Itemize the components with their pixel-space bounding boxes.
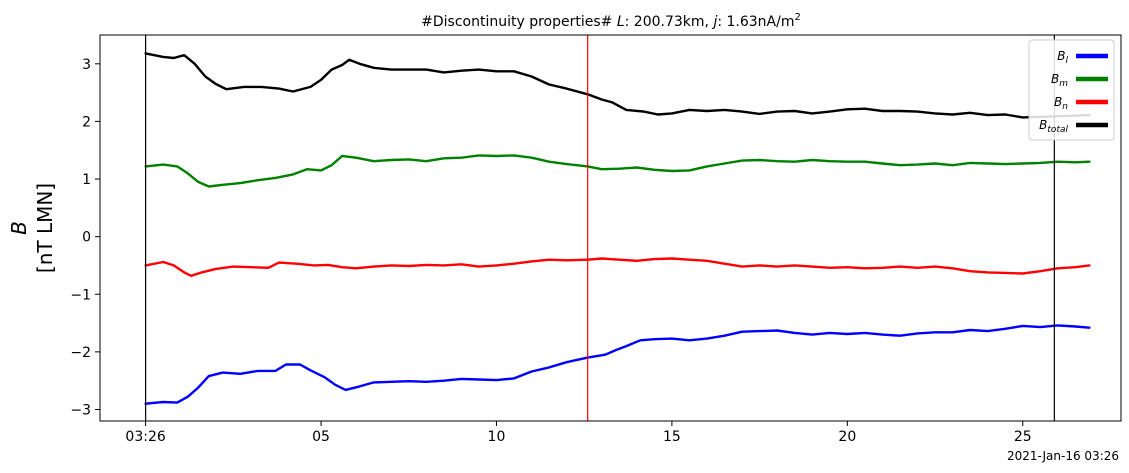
plot-frame: [99, 34, 1122, 422]
x-tick-label: 15: [663, 429, 681, 445]
series-line-n: [144, 257, 1091, 277]
legend-frame: [1028, 39, 1115, 141]
y-tick-label: −2: [70, 345, 91, 361]
x-tick-label: 20: [838, 429, 856, 445]
x-tick-label: 05: [312, 429, 330, 445]
series-line-m: [144, 154, 1091, 188]
y-tick-label: 3: [82, 57, 91, 73]
y-axis-label: B [nT LMN]: [7, 183, 57, 273]
y-tick-label: −1: [70, 287, 91, 303]
legend: Bl Bm Bn Btotal: [1028, 39, 1115, 141]
legend-label-l: Bl: [1057, 49, 1068, 66]
y-axis-ticks: 3 2 1 0 −1 −2 −3: [70, 57, 100, 418]
y-tick-label: 0: [82, 230, 91, 246]
x-tick-label: 03:26: [125, 429, 165, 445]
x-tick-label: 25: [1014, 429, 1032, 445]
legend-label-m: Bm: [1051, 72, 1068, 89]
y-tick-label: 1: [82, 172, 91, 188]
y-tick-label: 2: [82, 114, 91, 130]
x-tick-label: 10: [488, 429, 506, 445]
legend-label-n: Bn: [1054, 95, 1068, 112]
series-line-l: [144, 324, 1091, 405]
y-axis-symbol: B: [7, 221, 31, 235]
legend-label-total: Btotal: [1039, 118, 1068, 135]
x-axis-ticks: 03:26 05 10 15 20 25: [125, 421, 1032, 445]
x-axis-date-label: 2021-Jan-16 03:26: [1007, 449, 1119, 463]
chart-title: #Discontinuity properties# L: 200.73km, …: [421, 12, 801, 30]
y-tick-label: −3: [70, 402, 91, 418]
y-axis-unit: [nT LMN]: [33, 183, 57, 273]
